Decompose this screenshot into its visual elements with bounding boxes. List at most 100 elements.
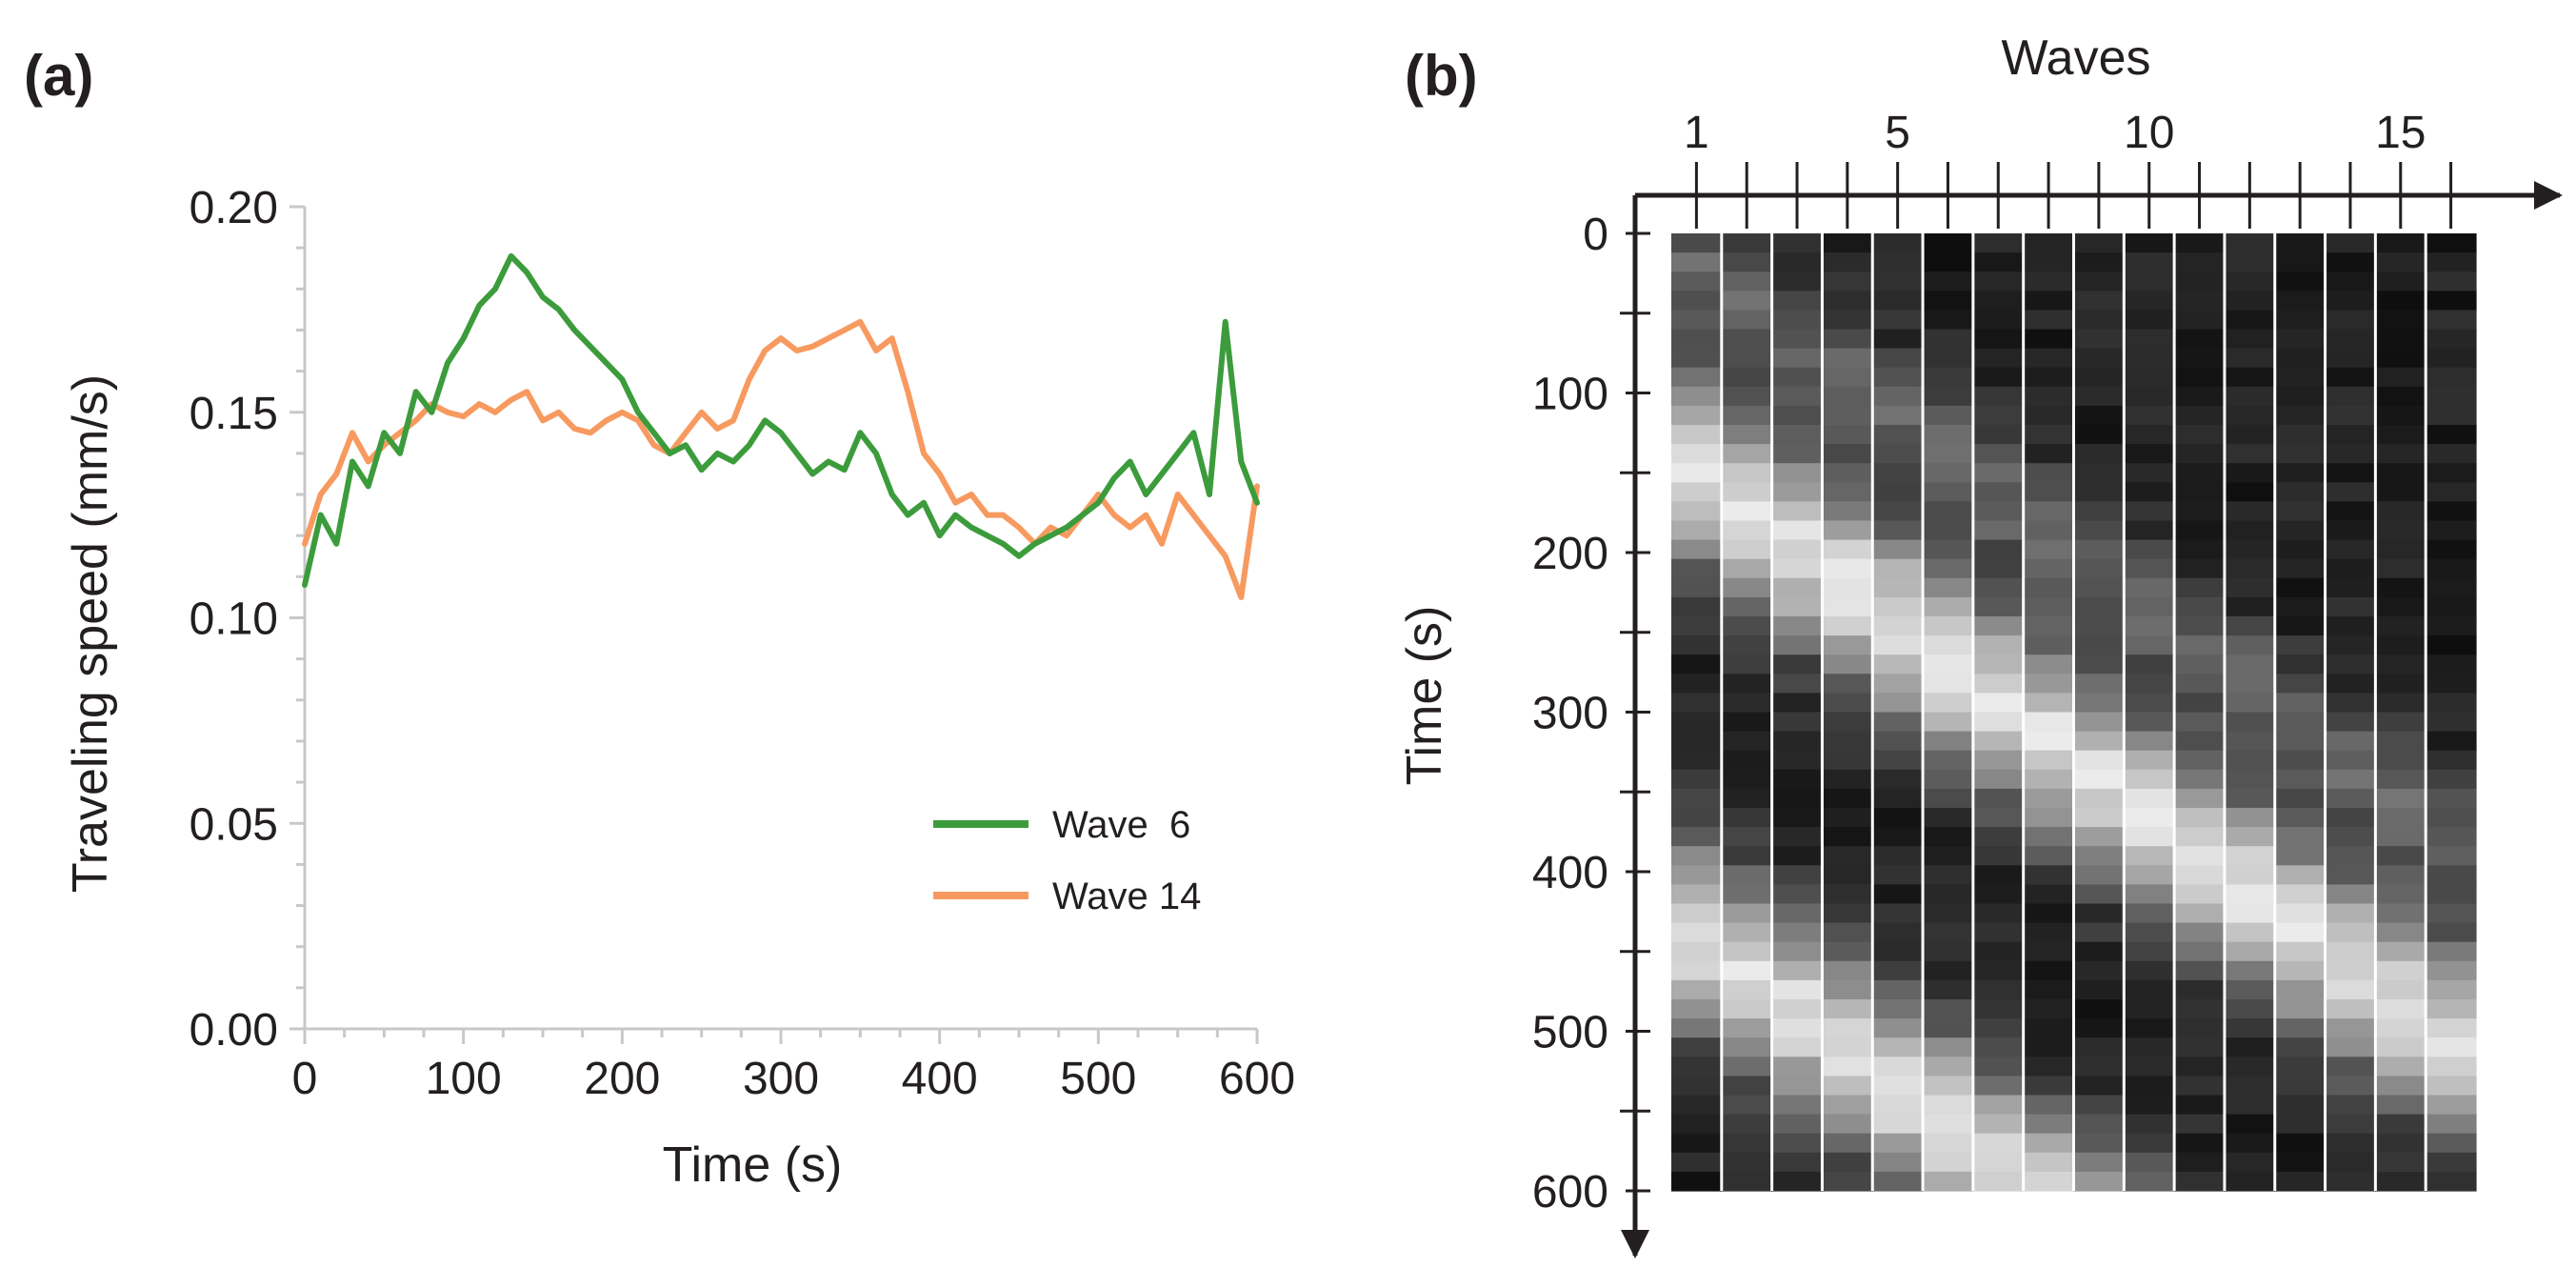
heatmap-cell: [1822, 750, 1873, 771]
heatmap-cell: [2073, 482, 2125, 502]
heatmap-cell: [1721, 1018, 1773, 1038]
heatmap-cell: [2426, 367, 2477, 388]
heatmap-cell: [2274, 310, 2326, 331]
heatmap-cell: [2023, 865, 2075, 885]
heatmap-cell: [1972, 348, 2025, 369]
heatmap-cell: [2174, 654, 2226, 674]
heatmap-cell: [2274, 1152, 2326, 1173]
heatmap-cell: [2325, 1114, 2376, 1135]
heatmap-cell: [1923, 846, 1974, 866]
heatmap-cell: [1923, 310, 1974, 331]
heatmap-cell: [1771, 693, 1823, 714]
heatmap-cell: [2426, 960, 2477, 981]
heatmap-cell: [2124, 750, 2175, 771]
panel-b-x-tick-label: 10: [2124, 108, 2174, 158]
heatmap-cell: [1872, 1057, 1924, 1077]
heatmap-cell: [2023, 577, 2075, 598]
heatmap-cell: [2023, 903, 2075, 924]
heatmap-cell: [1671, 979, 1723, 1000]
heatmap-cell: [1923, 405, 1974, 426]
heatmap-cell: [2375, 750, 2426, 771]
heatmap-cell: [2325, 979, 2376, 1000]
heatmap-cell: [1671, 1171, 1723, 1192]
heatmap-cell: [2073, 501, 2125, 522]
heatmap-cell: [2174, 1018, 2226, 1038]
heatmap-cell: [1771, 482, 1823, 502]
heatmap-cell: [2375, 1037, 2426, 1057]
heatmap-cell: [2426, 386, 2477, 407]
heatmap-cell: [1721, 386, 1773, 407]
heatmap-cell: [1972, 960, 2025, 981]
heatmap-cell: [2023, 596, 2075, 617]
heatmap-cell: [1972, 693, 2025, 714]
heatmap-cell: [2174, 693, 2226, 714]
heatmap-cell: [2224, 520, 2276, 541]
heatmap-cell: [1771, 501, 1823, 522]
heatmap-cell: [2426, 1037, 2477, 1057]
heatmap-cell: [1671, 444, 1723, 464]
heatmap-cell: [2174, 903, 2226, 924]
heatmap-cell: [1923, 922, 1974, 943]
heatmap-cell: [2224, 405, 2276, 426]
heatmap-cell: [2426, 520, 2477, 541]
heatmap-cell: [2426, 1133, 2477, 1154]
heatmap-cell: [2124, 635, 2175, 655]
heatmap-cell: [2325, 482, 2376, 502]
heatmap-cell: [1872, 788, 1924, 809]
heatmap-cell: [2174, 788, 2226, 809]
heatmap-cell: [2073, 654, 2125, 674]
heatmap-cell: [2325, 941, 2376, 962]
heatmap-cell: [2375, 539, 2426, 560]
heatmap-cell: [1872, 252, 1924, 272]
heatmap-cell: [2174, 712, 2226, 733]
heatmap-cell: [1721, 788, 1773, 809]
heatmap-cell: [1671, 272, 1723, 292]
heatmap-cell: [2174, 520, 2226, 541]
heatmap-cell: [2174, 272, 2226, 292]
heatmap-cell: [1923, 367, 1974, 388]
heatmap-cell: [2375, 1152, 2426, 1173]
heatmap-cell: [2224, 1114, 2276, 1135]
heatmap-cell: [2124, 539, 2175, 560]
heatmap-cell: [1972, 405, 2025, 426]
heatmap-cell: [2023, 444, 2075, 464]
heatmap-cell: [1771, 674, 1823, 694]
heatmap-cell: [1872, 1171, 1924, 1192]
heatmap-cell: [1923, 539, 1974, 560]
heatmap-cell: [2274, 444, 2326, 464]
heatmap-cell: [2274, 272, 2326, 292]
heatmap-cell: [2224, 654, 2276, 674]
heatmap-cell: [2073, 520, 2125, 541]
heatmap-cell: [1822, 865, 1873, 885]
heatmap-cell: [1923, 674, 1974, 694]
heatmap-cell: [2224, 846, 2276, 866]
heatmap-cell: [1923, 1018, 1974, 1038]
heatmap-cell: [1671, 520, 1723, 541]
heatmap-cell: [1923, 884, 1974, 905]
heatmap-cell: [2174, 865, 2226, 885]
heatmap-cell: [2073, 463, 2125, 483]
heatmap-cell: [2124, 1018, 2175, 1038]
heatmap-cell: [1721, 903, 1773, 924]
heatmap-cell: [2325, 558, 2376, 579]
heatmap-cell: [1721, 750, 1773, 771]
panel-a-legend: Wave 6 Wave 14: [933, 804, 1201, 917]
heatmap-cell: [2274, 846, 2326, 866]
heatmap-cell: [2023, 348, 2075, 369]
heatmap-cell: [1972, 979, 2025, 1000]
heatmap-cell: [1872, 482, 1924, 502]
heatmap-cell: [1771, 310, 1823, 331]
heatmap-cell: [1872, 501, 1924, 522]
heatmap-cell: [2174, 731, 2226, 752]
heatmap-cell: [2325, 1057, 2376, 1077]
heatmap-cell: [1923, 596, 1974, 617]
heatmap-cell: [1822, 272, 1873, 292]
heatmap-cell: [2274, 865, 2326, 885]
heatmap-cell: [1872, 827, 1924, 847]
heatmap-cell: [1923, 827, 1974, 847]
heatmap-cell: [2174, 463, 2226, 483]
heatmap-cell: [1822, 922, 1873, 943]
heatmap-cell: [1671, 960, 1723, 981]
heatmap-cell: [1771, 827, 1823, 847]
heatmap-cell: [1771, 405, 1823, 426]
